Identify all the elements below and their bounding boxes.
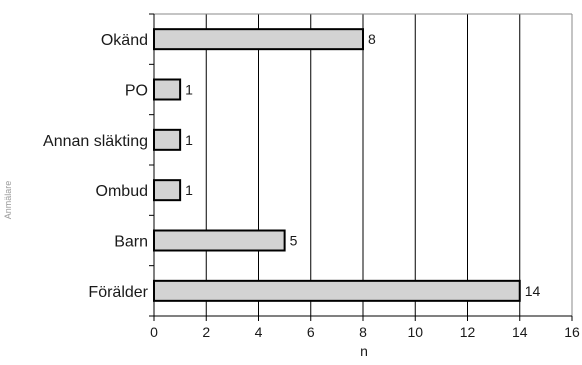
axes bbox=[149, 13, 573, 321]
bars bbox=[153, 28, 521, 302]
category-label: Okänd bbox=[101, 32, 148, 49]
data-label: 1 bbox=[185, 132, 193, 148]
data-label: 14 bbox=[525, 283, 541, 299]
category-label: Barn bbox=[114, 234, 148, 251]
x-tick-label: 0 bbox=[150, 324, 158, 340]
data-label: 8 bbox=[368, 31, 376, 47]
x-tick-label: 4 bbox=[255, 324, 263, 340]
x-tick-label: 8 bbox=[359, 324, 367, 340]
bar bbox=[153, 78, 182, 101]
x-tick-labels: 0 2 4 6 8 10 12 14 16 bbox=[150, 324, 580, 340]
x-tick-label: 6 bbox=[307, 324, 315, 340]
bar bbox=[153, 28, 364, 51]
category-labels: Okänd PO Annan släkting Ombud Barn Förälder bbox=[43, 32, 149, 301]
data-label: 5 bbox=[290, 233, 298, 249]
category-label: Annan släkting bbox=[43, 133, 148, 150]
bar bbox=[153, 229, 286, 252]
category-label: Ombud bbox=[96, 183, 148, 200]
data-label: 1 bbox=[185, 82, 193, 98]
data-label: 1 bbox=[185, 182, 193, 198]
x-tick-label: 12 bbox=[460, 324, 476, 340]
bar bbox=[153, 279, 521, 302]
bar bbox=[153, 179, 182, 202]
category-label: PO bbox=[125, 83, 148, 100]
x-tick-label: 10 bbox=[407, 324, 423, 340]
x-axis-label: n bbox=[360, 343, 368, 359]
data-labels: 8 1 1 1 5 14 bbox=[185, 31, 540, 299]
x-tick-label: 14 bbox=[512, 324, 528, 340]
gridlines bbox=[205, 14, 573, 316]
x-tick-label: 16 bbox=[564, 324, 580, 340]
x-tick-label: 2 bbox=[202, 324, 210, 340]
bar bbox=[153, 128, 182, 151]
category-label: Förälder bbox=[88, 284, 148, 301]
y-axis-label: Anmälare bbox=[3, 181, 13, 220]
